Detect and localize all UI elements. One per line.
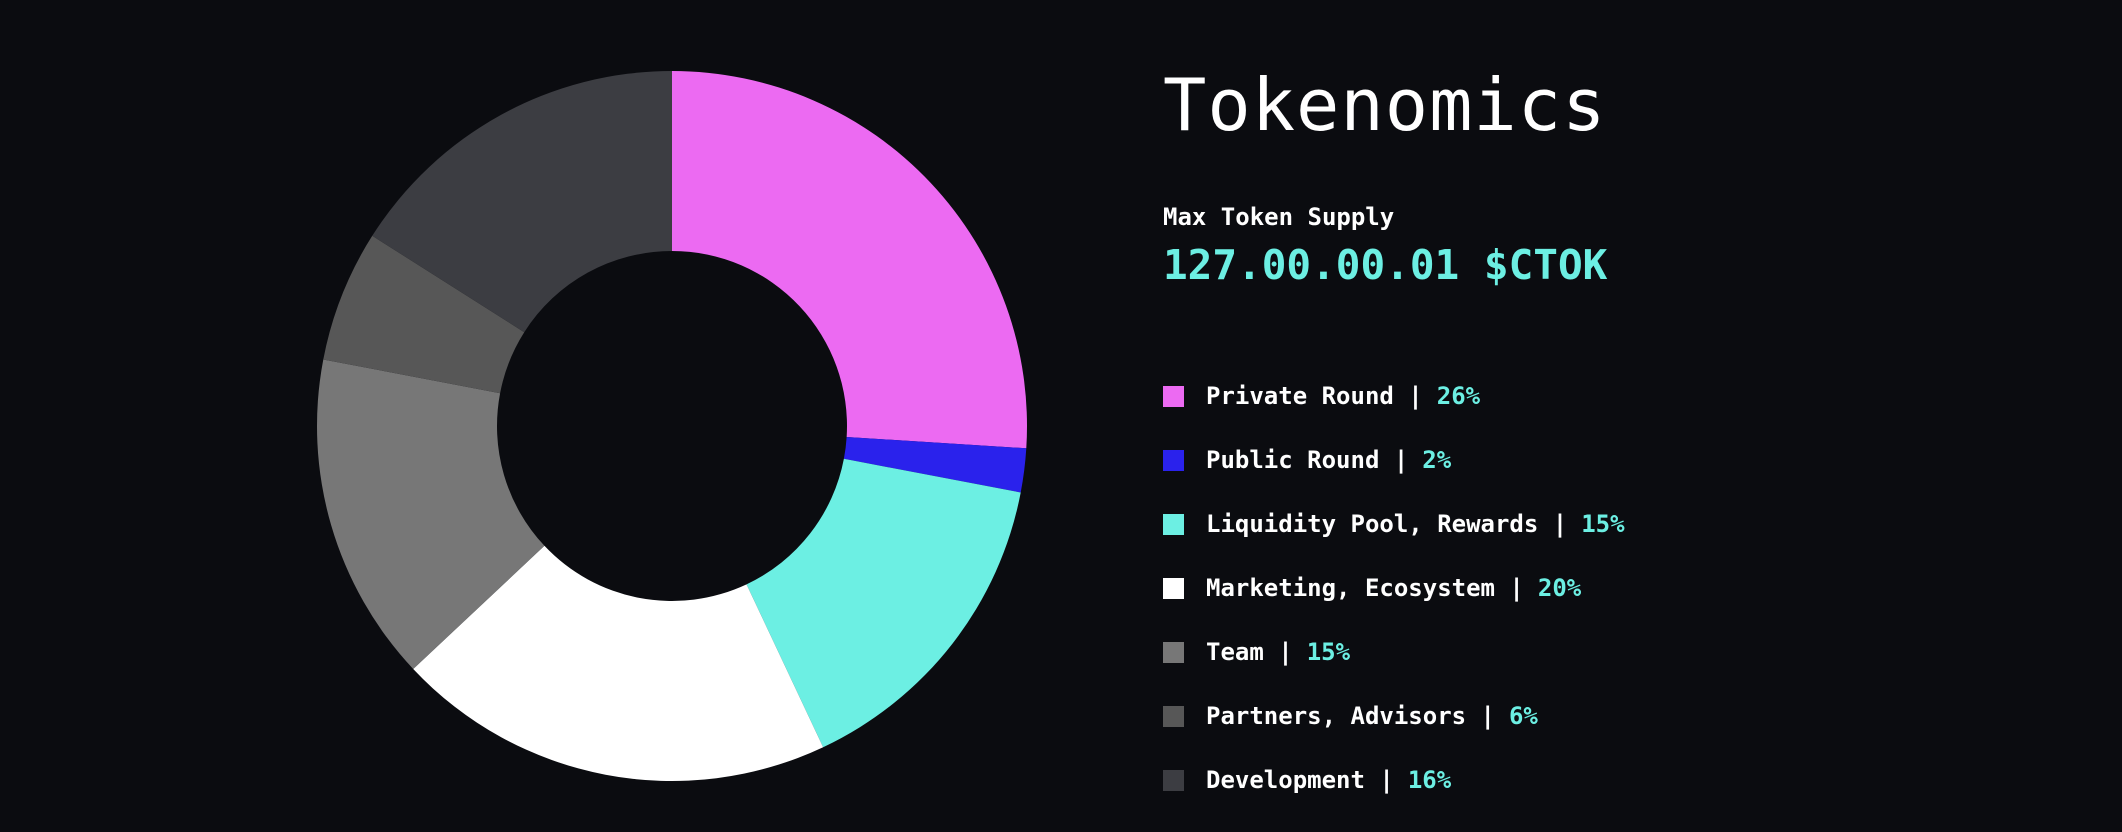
supply-value: 127.00.00.01 $CTOK (1163, 241, 1608, 289)
legend-label: Partners, Advisors | (1206, 702, 1495, 730)
info-panel: Tokenomics Max Token Supply 127.00.00.01… (1163, 60, 1607, 290)
slice-public-round (843, 436, 1027, 493)
legend-percent: 15% (1581, 510, 1625, 538)
legend-label: Liquidity Pool, Rewards | (1206, 510, 1568, 538)
legend-swatch (1163, 513, 1184, 535)
legend-swatch (1163, 705, 1184, 727)
legend-item-liquidity-pool-rewards: Liquidity Pool, Rewards | 15% (1163, 492, 1625, 556)
supply-label: Max Token Supply (1163, 203, 1395, 231)
slice-liquidity-pool-rewards (746, 458, 1021, 748)
legend-item-marketing-ecosystem: Marketing, Ecosystem | 20% (1163, 556, 1625, 620)
legend-swatch (1163, 577, 1184, 599)
legend-label: Team | (1206, 638, 1293, 666)
legend-swatch (1163, 449, 1184, 471)
legend-percent: 15% (1306, 638, 1351, 666)
legend-swatch (1163, 769, 1184, 791)
legend-label: Marketing, Ecosystem | (1206, 574, 1524, 602)
legend-percent: 26% (1436, 382, 1481, 410)
legend-item-partners-advisors: Partners, Advisors | 6% (1163, 684, 1625, 748)
legend-swatch (1163, 641, 1184, 663)
donut-chart (317, 71, 1027, 781)
chart-legend: Private Round | 26% Public Round | 2% Liquid… (1163, 364, 1625, 812)
slice-partners-advisors (323, 235, 525, 394)
slice-development (372, 71, 672, 333)
legend-label: Private Round | (1206, 382, 1423, 410)
legend-item-team: Team | 15% (1163, 620, 1625, 684)
page-title: Tokenomics (1163, 63, 1607, 147)
legend-percent: 6% (1508, 702, 1538, 730)
legend-percent: 20% (1537, 574, 1582, 602)
legend-percent: 16% (1407, 766, 1452, 794)
legend-item-private-round: Private Round | 26% (1163, 364, 1625, 428)
slice-private-round (672, 71, 1027, 449)
legend-item-public-round: Public Round | 2% (1163, 428, 1625, 492)
legend-swatch (1163, 385, 1184, 407)
legend-label: Development | (1206, 766, 1394, 794)
legend-item-development: Development | 16% (1163, 748, 1625, 812)
slice-marketing-ecosystem (413, 545, 824, 781)
slice-team (317, 359, 545, 670)
legend-label: Public Round | (1206, 446, 1409, 474)
legend-percent: 2% (1422, 446, 1452, 474)
